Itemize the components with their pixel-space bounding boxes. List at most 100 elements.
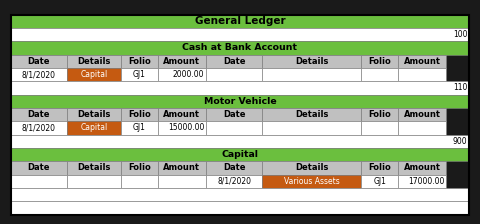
Text: Folio: Folio	[128, 164, 151, 172]
Text: Amount: Amount	[404, 57, 441, 66]
Text: Date: Date	[223, 110, 245, 119]
Bar	[11, 41, 469, 55]
Text: Details: Details	[77, 57, 110, 66]
Text: Amount: Amount	[164, 164, 201, 172]
Bar	[158, 108, 206, 121]
Bar	[206, 121, 263, 135]
Text: GJ1: GJ1	[133, 70, 146, 79]
Bar	[120, 108, 158, 121]
Bar	[206, 55, 263, 68]
Bar	[361, 68, 398, 81]
Text: Details: Details	[295, 57, 328, 66]
Bar	[120, 68, 158, 81]
Bar	[11, 15, 469, 215]
Bar	[11, 95, 469, 108]
Bar	[11, 201, 469, 215]
Bar	[11, 68, 67, 81]
Text: Cash at Bank Account: Cash at Bank Account	[182, 43, 298, 52]
Text: Date: Date	[223, 57, 245, 66]
Bar	[11, 174, 67, 188]
Bar	[263, 174, 361, 188]
Text: Various Assets: Various Assets	[284, 177, 340, 186]
Bar	[361, 108, 398, 121]
Bar	[361, 174, 398, 188]
Bar	[361, 121, 398, 135]
Bar	[11, 81, 469, 95]
Text: General Ledger: General Ledger	[195, 16, 285, 26]
Bar	[398, 55, 446, 68]
Bar	[158, 68, 206, 81]
Bar	[11, 55, 67, 68]
Bar	[67, 121, 120, 135]
Bar	[11, 108, 67, 121]
Bar	[361, 55, 398, 68]
Text: Folio: Folio	[368, 164, 391, 172]
Text: Motor Vehicle: Motor Vehicle	[204, 97, 276, 106]
Bar	[11, 121, 67, 135]
Bar	[67, 108, 120, 121]
Bar	[11, 161, 67, 174]
Text: Amount: Amount	[404, 110, 441, 119]
Text: Date: Date	[223, 164, 245, 172]
Text: Details: Details	[295, 164, 328, 172]
Bar	[11, 28, 469, 41]
Bar	[361, 161, 398, 174]
Text: Folio: Folio	[128, 57, 151, 66]
Bar	[120, 174, 158, 188]
Text: Details: Details	[295, 110, 328, 119]
Bar	[263, 121, 361, 135]
Text: Capital: Capital	[221, 150, 259, 159]
Text: Date: Date	[27, 164, 50, 172]
Text: 2000.00: 2000.00	[173, 70, 204, 79]
Bar	[206, 174, 263, 188]
Bar	[120, 161, 158, 174]
Text: Details: Details	[77, 164, 110, 172]
Bar	[120, 55, 158, 68]
Text: Folio: Folio	[368, 110, 391, 119]
Bar	[67, 174, 120, 188]
Text: 110: 110	[453, 83, 468, 93]
Text: 15000.00: 15000.00	[168, 123, 204, 132]
Text: Amount: Amount	[164, 110, 201, 119]
Text: Amount: Amount	[404, 164, 441, 172]
Bar	[398, 161, 446, 174]
Bar	[206, 68, 263, 81]
Bar	[263, 108, 361, 121]
Text: 100: 100	[453, 30, 468, 39]
Text: Folio: Folio	[128, 110, 151, 119]
Bar	[206, 161, 263, 174]
Bar	[158, 161, 206, 174]
Bar	[158, 121, 206, 135]
Bar	[263, 68, 361, 81]
Bar	[120, 121, 158, 135]
Bar	[158, 55, 206, 68]
Text: Date: Date	[27, 57, 50, 66]
Text: 17000.00: 17000.00	[408, 177, 444, 186]
Bar	[398, 108, 446, 121]
Bar	[263, 161, 361, 174]
Text: Capital: Capital	[80, 123, 108, 132]
Bar	[398, 174, 446, 188]
Text: 900: 900	[453, 137, 468, 146]
Text: Amount: Amount	[164, 57, 201, 66]
Text: 8/1/2020: 8/1/2020	[217, 177, 251, 186]
Text: Details: Details	[77, 110, 110, 119]
Bar	[67, 55, 120, 68]
Text: Capital: Capital	[80, 70, 108, 79]
Bar	[67, 68, 120, 81]
Bar	[263, 55, 361, 68]
Text: 8/1/2020: 8/1/2020	[22, 70, 56, 79]
Text: Folio: Folio	[368, 57, 391, 66]
Bar	[11, 188, 469, 201]
Text: Date: Date	[27, 110, 50, 119]
Bar	[11, 15, 469, 28]
Bar	[206, 108, 263, 121]
Bar	[398, 68, 446, 81]
Bar	[11, 135, 469, 148]
Text: 8/1/2020: 8/1/2020	[22, 123, 56, 132]
Bar	[11, 148, 469, 161]
Text: GJ1: GJ1	[133, 123, 146, 132]
Bar	[398, 121, 446, 135]
Text: GJ1: GJ1	[373, 177, 386, 186]
Bar	[158, 174, 206, 188]
